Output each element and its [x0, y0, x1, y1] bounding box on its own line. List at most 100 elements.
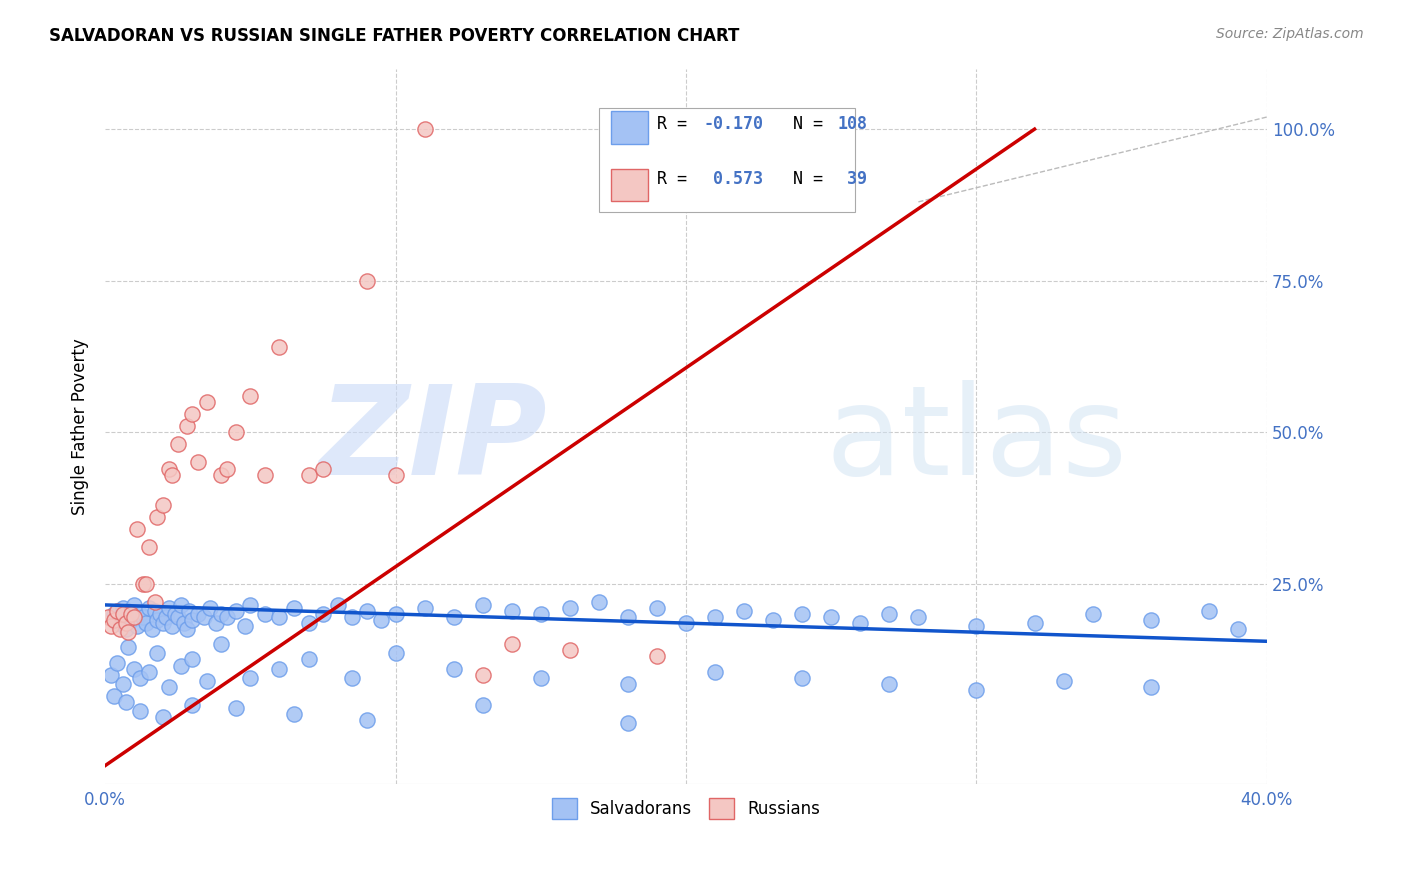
Text: N =: N =	[773, 114, 834, 133]
Point	[135, 616, 157, 631]
Point	[181, 698, 204, 712]
FancyBboxPatch shape	[610, 112, 648, 144]
Point	[356, 274, 378, 288]
Point	[135, 576, 157, 591]
Point	[152, 710, 174, 724]
Point	[170, 658, 193, 673]
Point	[966, 682, 988, 697]
Point	[1139, 680, 1161, 694]
Point	[384, 647, 406, 661]
Point	[1052, 673, 1074, 688]
Point	[141, 622, 163, 636]
Point	[105, 604, 128, 618]
Point	[225, 425, 247, 440]
Text: Source: ZipAtlas.com: Source: ZipAtlas.com	[1216, 27, 1364, 41]
Point	[117, 625, 139, 640]
Point	[966, 619, 988, 633]
Point	[617, 677, 640, 691]
Point	[530, 671, 553, 685]
Point	[283, 601, 305, 615]
Point	[792, 671, 814, 685]
Point	[413, 601, 436, 615]
Point	[179, 604, 201, 618]
Point	[356, 713, 378, 727]
Point	[129, 704, 152, 718]
Point	[132, 610, 155, 624]
Point	[127, 522, 149, 536]
Point	[122, 662, 145, 676]
Text: N =: N =	[773, 170, 834, 188]
Point	[617, 716, 640, 731]
Point	[239, 598, 262, 612]
Point	[152, 616, 174, 631]
Point	[132, 576, 155, 591]
Point	[297, 652, 319, 666]
Point	[253, 607, 276, 621]
Text: 108: 108	[837, 114, 868, 133]
Point	[152, 498, 174, 512]
Point	[269, 610, 291, 624]
Point	[111, 607, 134, 621]
Point	[617, 610, 640, 624]
Point	[1139, 613, 1161, 627]
Point	[384, 467, 406, 482]
Point	[143, 595, 166, 609]
Point	[114, 622, 136, 636]
Point	[105, 616, 128, 631]
Point	[225, 604, 247, 618]
Point	[105, 656, 128, 670]
Point	[501, 604, 523, 618]
Legend: Salvadorans, Russians: Salvadorans, Russians	[546, 792, 827, 825]
Point	[108, 622, 131, 636]
Point	[253, 467, 276, 482]
Point	[120, 607, 142, 621]
Point	[129, 607, 152, 621]
Point	[146, 647, 169, 661]
Point	[176, 419, 198, 434]
Point	[645, 601, 668, 615]
Point	[762, 613, 785, 627]
Point	[143, 604, 166, 618]
Point	[195, 395, 218, 409]
Point	[471, 667, 494, 681]
Point	[138, 665, 160, 679]
Point	[195, 673, 218, 688]
Point	[181, 407, 204, 421]
Point	[209, 637, 232, 651]
Point	[122, 610, 145, 624]
Point	[111, 677, 134, 691]
Point	[340, 610, 363, 624]
Y-axis label: Single Father Poverty: Single Father Poverty	[72, 338, 89, 515]
Point	[217, 610, 239, 624]
Point	[176, 622, 198, 636]
Text: ZIP: ZIP	[318, 380, 547, 501]
Point	[879, 607, 901, 621]
Point	[163, 607, 186, 621]
Point	[187, 455, 209, 469]
Point	[239, 671, 262, 685]
Point	[122, 598, 145, 612]
Point	[181, 613, 204, 627]
Point	[907, 610, 929, 624]
Text: R =: R =	[657, 170, 697, 188]
Point	[100, 619, 122, 633]
Point	[340, 671, 363, 685]
Point	[198, 601, 221, 615]
FancyBboxPatch shape	[610, 169, 648, 201]
Point	[187, 607, 209, 621]
Point	[204, 616, 226, 631]
Point	[138, 601, 160, 615]
Point	[103, 689, 125, 703]
Point	[173, 616, 195, 631]
Point	[138, 541, 160, 555]
Point	[166, 437, 188, 451]
Point	[160, 619, 183, 633]
Point	[312, 607, 335, 621]
Point	[645, 649, 668, 664]
Point	[193, 610, 215, 624]
Point	[117, 640, 139, 655]
Point	[155, 610, 177, 624]
Point	[114, 616, 136, 631]
Point	[283, 706, 305, 721]
Point	[413, 122, 436, 136]
